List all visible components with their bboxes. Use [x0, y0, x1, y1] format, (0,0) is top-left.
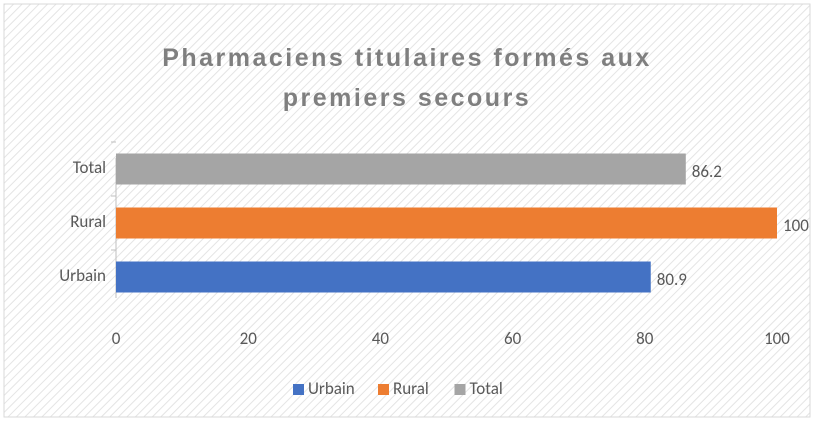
y-tick-label: Total — [73, 157, 106, 178]
legend-label: Urbain — [308, 378, 355, 399]
legend-label: Rural — [393, 378, 429, 399]
x-tick-label: 100 — [764, 328, 790, 349]
x-tick-label: 60 — [504, 328, 522, 349]
legend-swatch — [454, 384, 466, 395]
legend-swatch — [378, 384, 389, 395]
y-tick-label: Rural — [70, 211, 106, 232]
x-tick-label: 0 — [112, 328, 121, 349]
data-label: 86.2 — [692, 161, 722, 182]
bar — [116, 261, 651, 293]
bar — [116, 153, 686, 185]
legend-swatch — [293, 384, 304, 395]
legend-label: Total — [470, 378, 503, 399]
data-label: 80.9 — [657, 269, 688, 290]
x-tick-label: 80 — [636, 328, 654, 349]
bar — [116, 207, 777, 239]
x-tick-label: 40 — [372, 328, 390, 349]
x-tick-label: 20 — [240, 328, 258, 349]
chart-title: Pharmaciens titulaires formés aux premie… — [162, 44, 652, 112]
y-tick-label: Urbain — [59, 265, 106, 286]
data-label: 100 — [783, 215, 809, 236]
